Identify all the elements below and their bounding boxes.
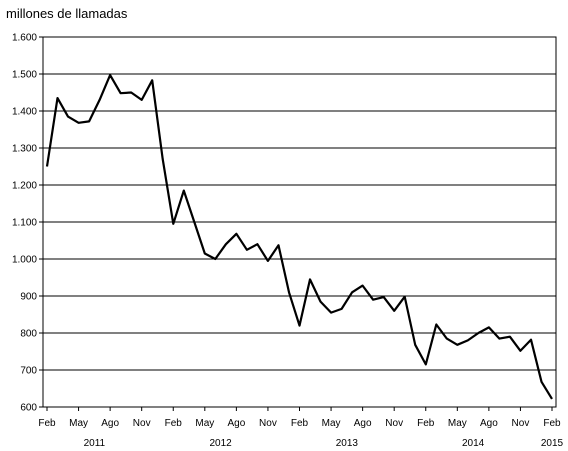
call-volume-series-line: [45, 74, 553, 400]
x-year-label: 2014: [462, 438, 485, 449]
x-tick-label: Feb: [543, 418, 561, 429]
x-year-label: 2011: [84, 438, 106, 449]
x-tick-label: Nov: [385, 418, 403, 429]
x-tick-label: May: [69, 418, 88, 429]
x-tick-label: May: [322, 418, 341, 429]
x-tick-label: Ago: [227, 418, 245, 429]
y-tick-label: 1.000: [12, 255, 37, 266]
y-tick-label: 800: [20, 329, 37, 340]
x-tick-label: Nov: [259, 418, 277, 429]
x-tick-label: Ago: [480, 418, 498, 429]
x-tick-label: May: [448, 418, 467, 429]
x-tick-label: Feb: [38, 418, 56, 429]
x-tick-label: Feb: [417, 418, 435, 429]
x-tick-label: May: [195, 418, 214, 429]
gridlines: [43, 73, 556, 371]
y-tick-label: 600: [20, 403, 37, 414]
series-points: [47, 75, 552, 399]
y-tick-label: 1.400: [12, 107, 37, 118]
x-tick-label: Feb: [165, 418, 183, 429]
x-tick-label: Ago: [101, 418, 119, 429]
x-tick-label: Nov: [512, 418, 530, 429]
y-tick-label: 700: [20, 366, 37, 377]
x-tick-label: Ago: [354, 418, 372, 429]
x-year-label: 2013: [336, 438, 359, 449]
x-axis-years: 2011 2012 2013 2014 2015: [84, 438, 564, 449]
x-axis-ticks: Feb May Ago Nov Feb May Ago Nov Feb May Ago Nov Feb M…: [38, 407, 561, 429]
x-year-label: 2012: [209, 438, 232, 449]
x-tick-label: Nov: [133, 418, 151, 429]
y-tick-label: 1.300: [12, 144, 37, 155]
y-tick-label: 1.200: [12, 181, 37, 192]
y-axis-unit-label: millones de llamadas: [6, 6, 128, 21]
y-axis-ticks: 600 700 800 900 1.000 1.100 1.200 1.300 1.400 1.5…: [12, 33, 43, 414]
y-tick-label: 1.600: [12, 33, 37, 44]
y-tick-label: 900: [20, 292, 37, 303]
y-tick-label: 1.100: [12, 218, 37, 229]
y-tick-label: 1.500: [12, 70, 37, 81]
x-year-label: 2015: [541, 438, 564, 449]
x-tick-label: Feb: [291, 418, 309, 429]
